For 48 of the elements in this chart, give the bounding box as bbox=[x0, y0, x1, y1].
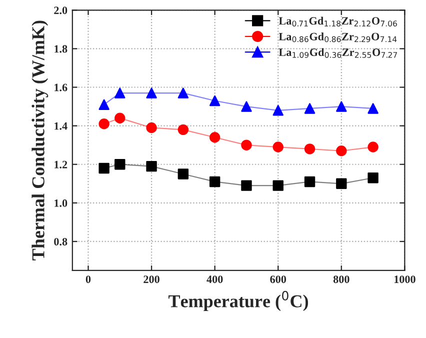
y-tick-label: 1.0 bbox=[54, 199, 68, 207]
point bbox=[304, 144, 316, 154]
point bbox=[336, 178, 347, 189]
point bbox=[368, 142, 378, 152]
y-tick-label: 1.2 bbox=[54, 160, 68, 168]
point bbox=[272, 180, 284, 191]
point bbox=[209, 176, 220, 188]
y-tick-label: 0.8 bbox=[54, 238, 68, 246]
point bbox=[209, 132, 220, 143]
point bbox=[304, 176, 316, 188]
point bbox=[272, 105, 284, 116]
x-tick-label: 200 bbox=[144, 276, 160, 284]
x-tick-label: 600 bbox=[270, 276, 286, 284]
y-tick-label: 1.6 bbox=[54, 84, 68, 92]
point bbox=[336, 101, 347, 112]
x-tick-label: 800 bbox=[333, 276, 350, 284]
point bbox=[209, 95, 220, 106]
point bbox=[304, 103, 316, 114]
y-tick-label: 1.4 bbox=[54, 122, 68, 130]
point bbox=[114, 88, 126, 98]
x-tick-label: 0 bbox=[86, 276, 91, 284]
y-tick-label: 1.8 bbox=[54, 45, 68, 53]
point bbox=[178, 88, 189, 98]
point bbox=[146, 88, 157, 98]
point bbox=[241, 101, 252, 112]
point bbox=[146, 122, 157, 134]
point bbox=[336, 146, 347, 156]
x-tick-label: 1000 bbox=[394, 276, 416, 284]
x-tick-label: 400 bbox=[206, 276, 223, 284]
point bbox=[146, 160, 157, 172]
point bbox=[178, 124, 189, 136]
y-tick-label: 2.0 bbox=[54, 6, 68, 14]
point bbox=[368, 172, 378, 184]
legend-label: La$_{0.71}$Gd$_{1.18}$Zr$_{2.12}$O$_{7.06}$ bbox=[278, 16, 397, 26]
y-axis-title: Thermal Conductivity (W/mK) bbox=[32, 20, 48, 260]
x-axis-title: Temperature ($^{0}$C) bbox=[168, 290, 308, 312]
legend-label: La$_{1.09}$Gd$_{0.36}$Zr$_{2.55}$O$_{7.27}$ bbox=[278, 48, 397, 58]
point bbox=[98, 118, 110, 130]
point bbox=[368, 103, 378, 114]
point bbox=[272, 142, 284, 152]
legend-label: La$_{0.86}$Gd$_{0.86}$Zr$_{2.29}$O$_{7.14}$ bbox=[278, 32, 397, 42]
point bbox=[241, 140, 252, 150]
point bbox=[98, 162, 110, 174]
point bbox=[114, 159, 126, 170]
point bbox=[241, 180, 252, 191]
point bbox=[98, 99, 110, 110]
point bbox=[178, 168, 189, 180]
point bbox=[114, 112, 126, 124]
